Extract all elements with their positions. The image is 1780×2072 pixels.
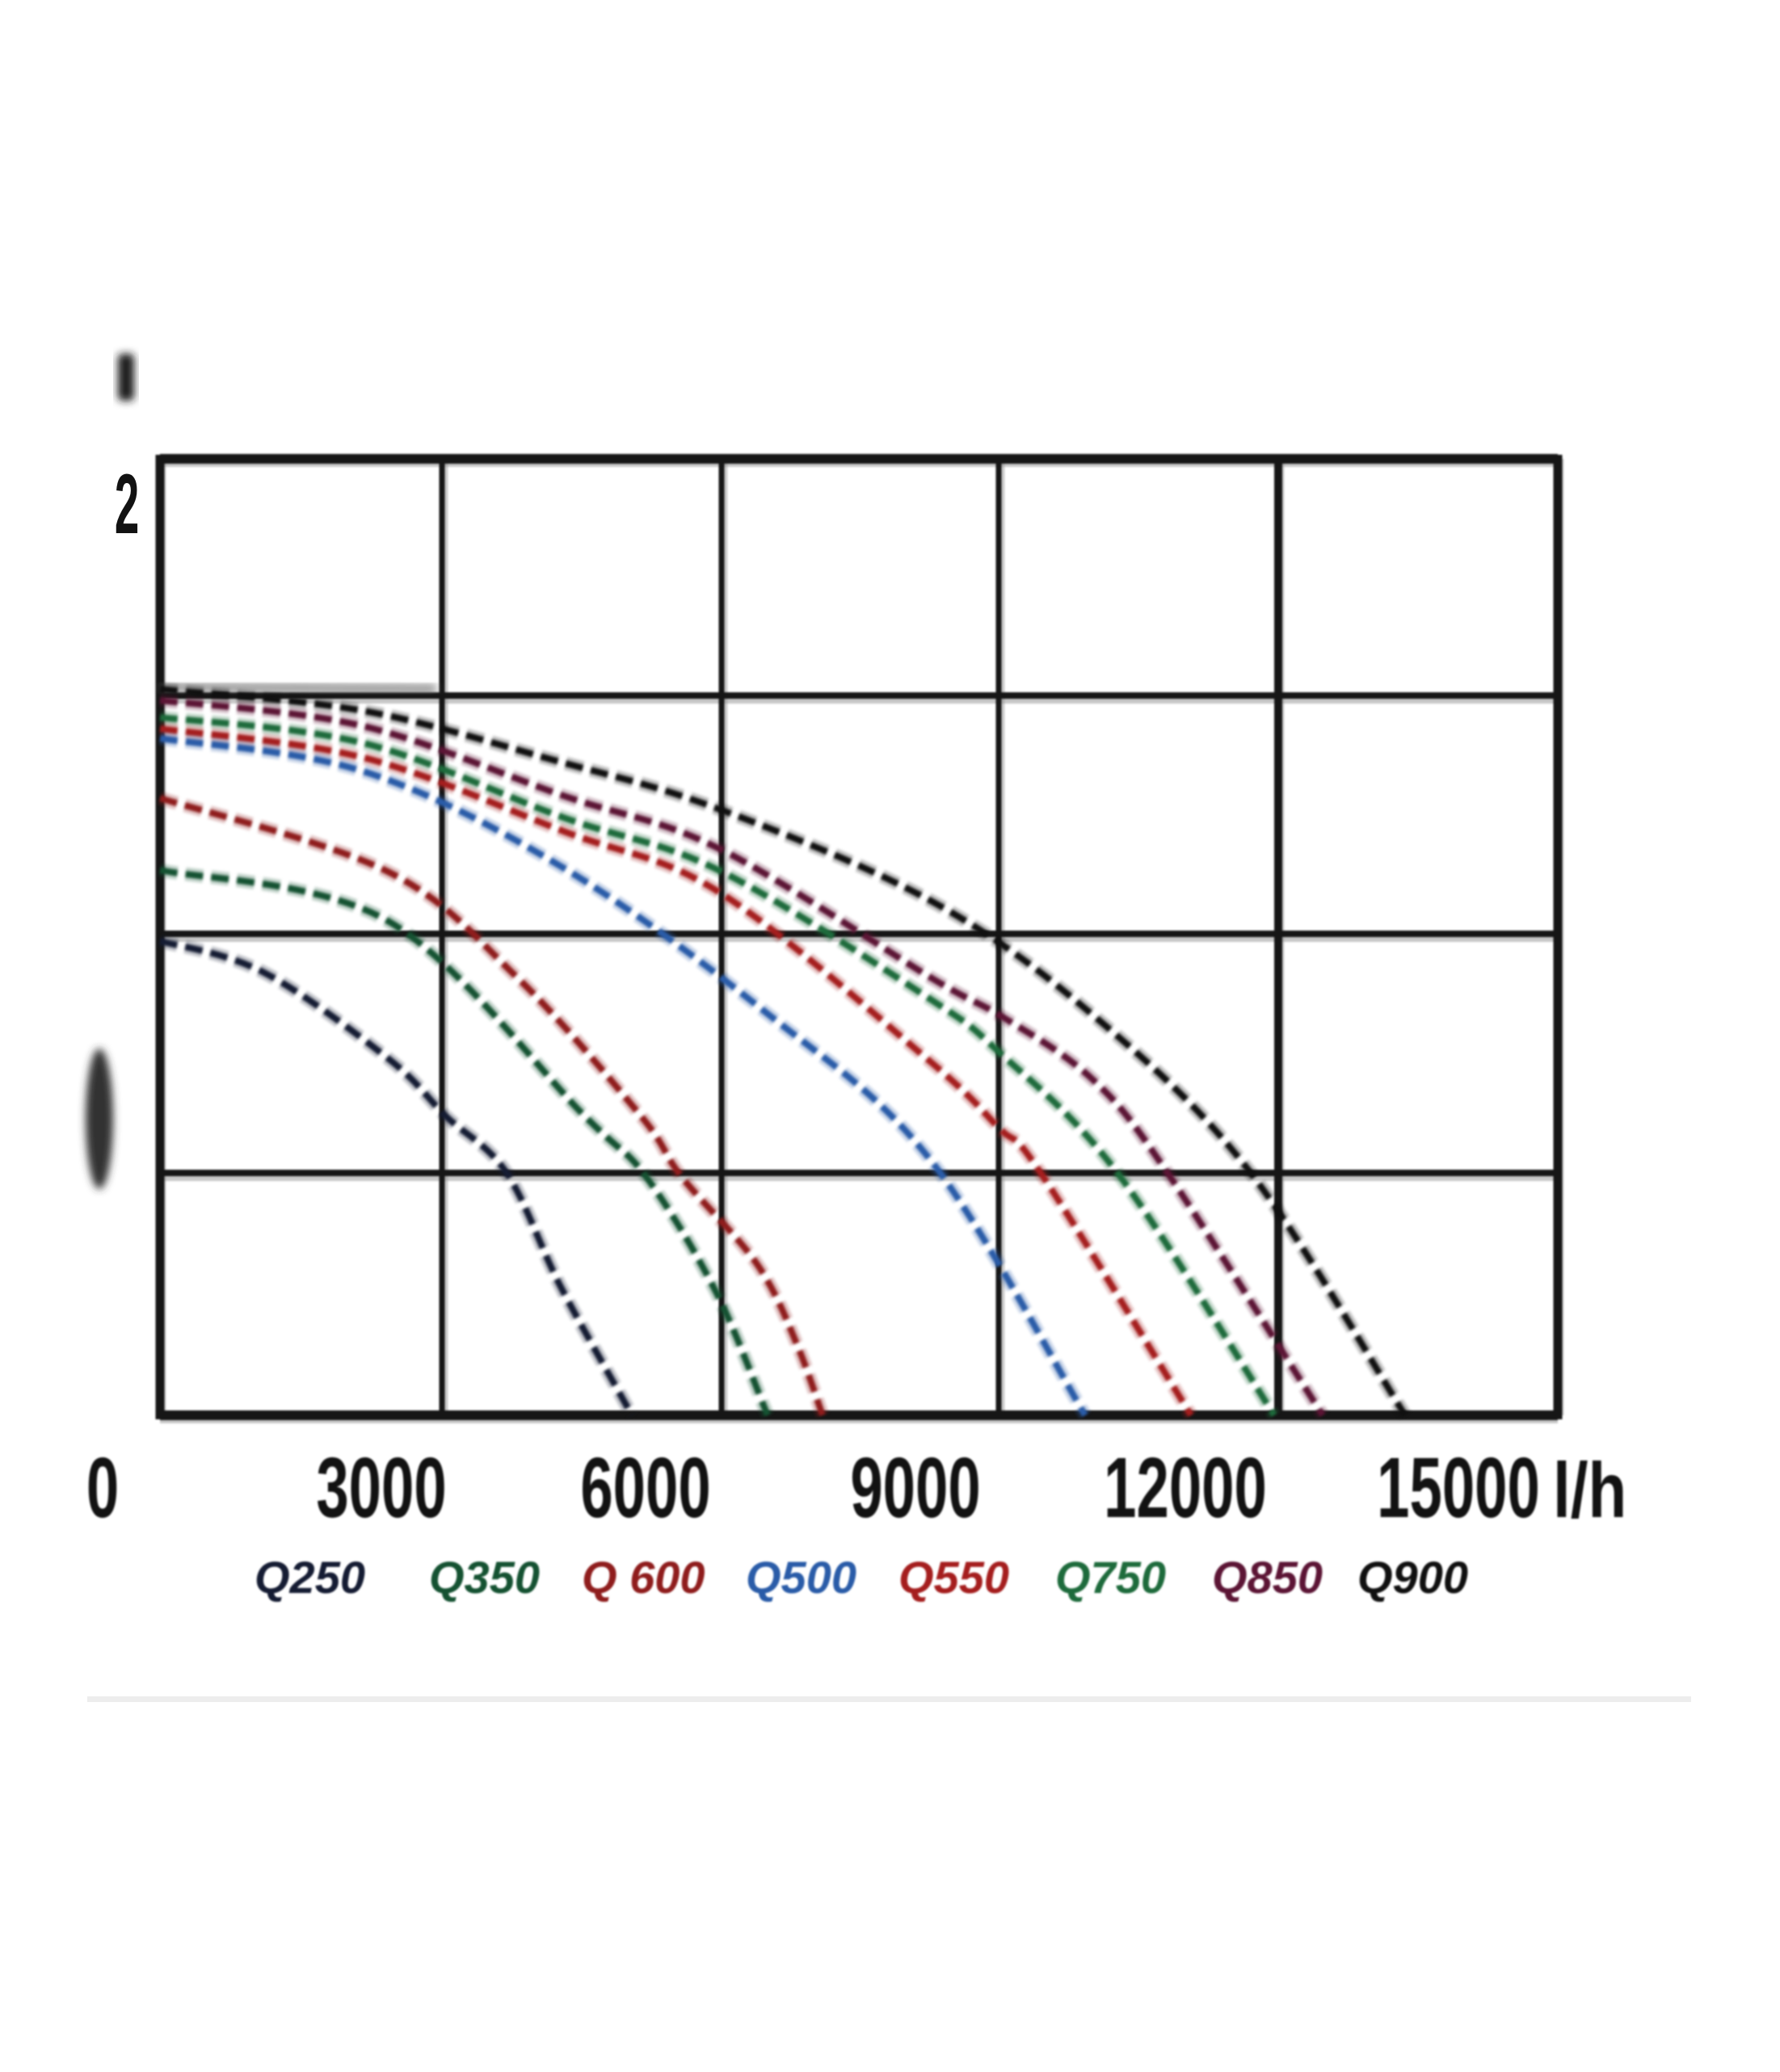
svg-text:Q850: Q850 <box>1212 1552 1323 1603</box>
svg-text:Q350: Q350 <box>429 1552 540 1603</box>
svg-text:12000: 12000 <box>1104 1441 1267 1536</box>
svg-text:Q250: Q250 <box>255 1552 365 1603</box>
svg-text:Q750: Q750 <box>1055 1552 1166 1603</box>
svg-text:0: 0 <box>86 1441 119 1536</box>
svg-text:Q900: Q900 <box>1357 1552 1468 1603</box>
svg-text:l/h: l/h <box>1553 1446 1626 1534</box>
svg-text:Q 600: Q 600 <box>582 1552 705 1603</box>
svg-text:15000: 15000 <box>1377 1441 1540 1536</box>
svg-text:Q500: Q500 <box>746 1552 856 1603</box>
svg-text:9000: 9000 <box>850 1441 980 1536</box>
svg-text:6000: 6000 <box>580 1441 710 1536</box>
svg-text:3000: 3000 <box>316 1441 446 1536</box>
svg-text:2: 2 <box>115 456 139 552</box>
svg-text:Q550: Q550 <box>898 1552 1009 1603</box>
